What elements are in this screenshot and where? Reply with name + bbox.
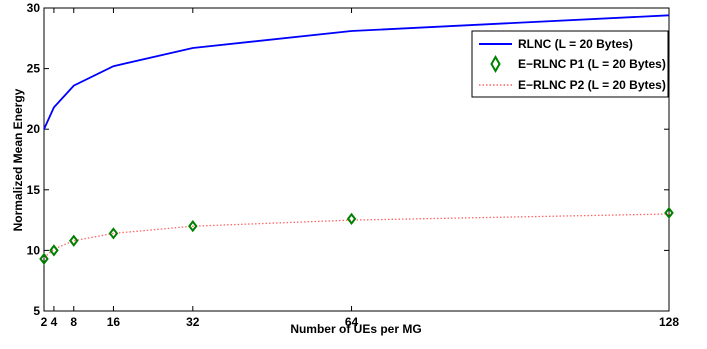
- y-axis-ticks: 5 10 15 20 25 30: [27, 1, 669, 318]
- legend-p1-swatch: [490, 54, 501, 74]
- y-tick-label: 30: [27, 1, 41, 15]
- rlnc-line: [43, 14, 670, 130]
- e-rlnc-p1-marker: [108, 227, 119, 240]
- x-tick-label: 4: [51, 315, 58, 329]
- x-axis-label: Number of UEs per MG: [290, 322, 421, 336]
- e-rlnc-p1-marker: [68, 234, 79, 247]
- e-rlnc-p2-line: [43, 213, 670, 259]
- x-axis-ticks: 2 4 8 16 32 64 128: [41, 8, 679, 329]
- series-layer: [39, 14, 674, 266]
- legend-p2-label: E−RLNC P2 (L = 20 Bytes): [518, 78, 666, 92]
- legend-p1-label: E−RLNC P1 (L = 20 Bytes): [518, 57, 666, 71]
- e-rlnc-p1-marker: [188, 220, 198, 233]
- y-axis-label: Normalized Mean Energy: [11, 88, 25, 231]
- e-rlnc-p1-marker: [49, 244, 59, 257]
- e-rlnc-p1-marker: [39, 252, 49, 266]
- y-tick-label: 15: [27, 183, 41, 197]
- x-tick-label: 16: [107, 315, 121, 329]
- legend-rlnc-label: RLNC (L = 20 Bytes): [518, 37, 633, 51]
- e-rlnc-p1-marker: [346, 212, 357, 226]
- x-tick-label: 32: [186, 315, 200, 329]
- y-tick-label: 10: [27, 243, 41, 257]
- x-tick-label: 128: [659, 315, 679, 329]
- legend: RLNC (L = 20 Bytes) E−RLNC P1 (L = 20 By…: [471, 30, 669, 98]
- legend-box: [471, 30, 669, 98]
- e-rlnc-p1-marker: [664, 206, 674, 219]
- y-tick-label: 25: [27, 62, 41, 76]
- y-tick-label: 20: [27, 122, 41, 136]
- y-tick-label: 5: [33, 304, 40, 318]
- x-tick-label: 64: [345, 315, 359, 329]
- x-tick-label: 2: [41, 315, 48, 329]
- x-tick-label: 8: [70, 315, 77, 329]
